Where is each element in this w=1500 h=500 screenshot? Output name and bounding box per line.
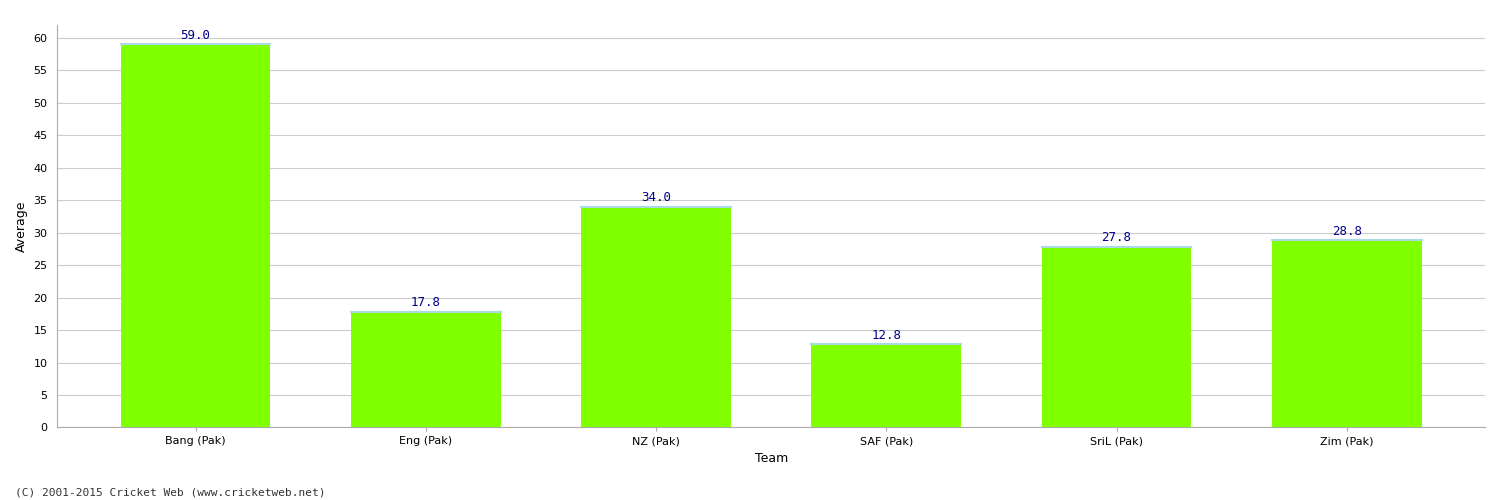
Text: (C) 2001-2015 Cricket Web (www.cricketweb.net): (C) 2001-2015 Cricket Web (www.cricketwe… [15,488,326,498]
Text: 59.0: 59.0 [180,29,210,42]
Bar [812,344,962,428]
X-axis label: Team: Team [754,452,788,465]
Bar [351,312,501,428]
Bar [1272,240,1422,428]
Y-axis label: Average: Average [15,200,28,252]
Text: 12.8: 12.8 [871,328,901,342]
Bar [580,206,730,428]
Text: 28.8: 28.8 [1332,225,1362,238]
Bar [120,44,270,428]
Text: 17.8: 17.8 [411,296,441,310]
Bar [1042,247,1191,428]
Text: 27.8: 27.8 [1101,232,1131,244]
Text: 34.0: 34.0 [640,191,670,204]
